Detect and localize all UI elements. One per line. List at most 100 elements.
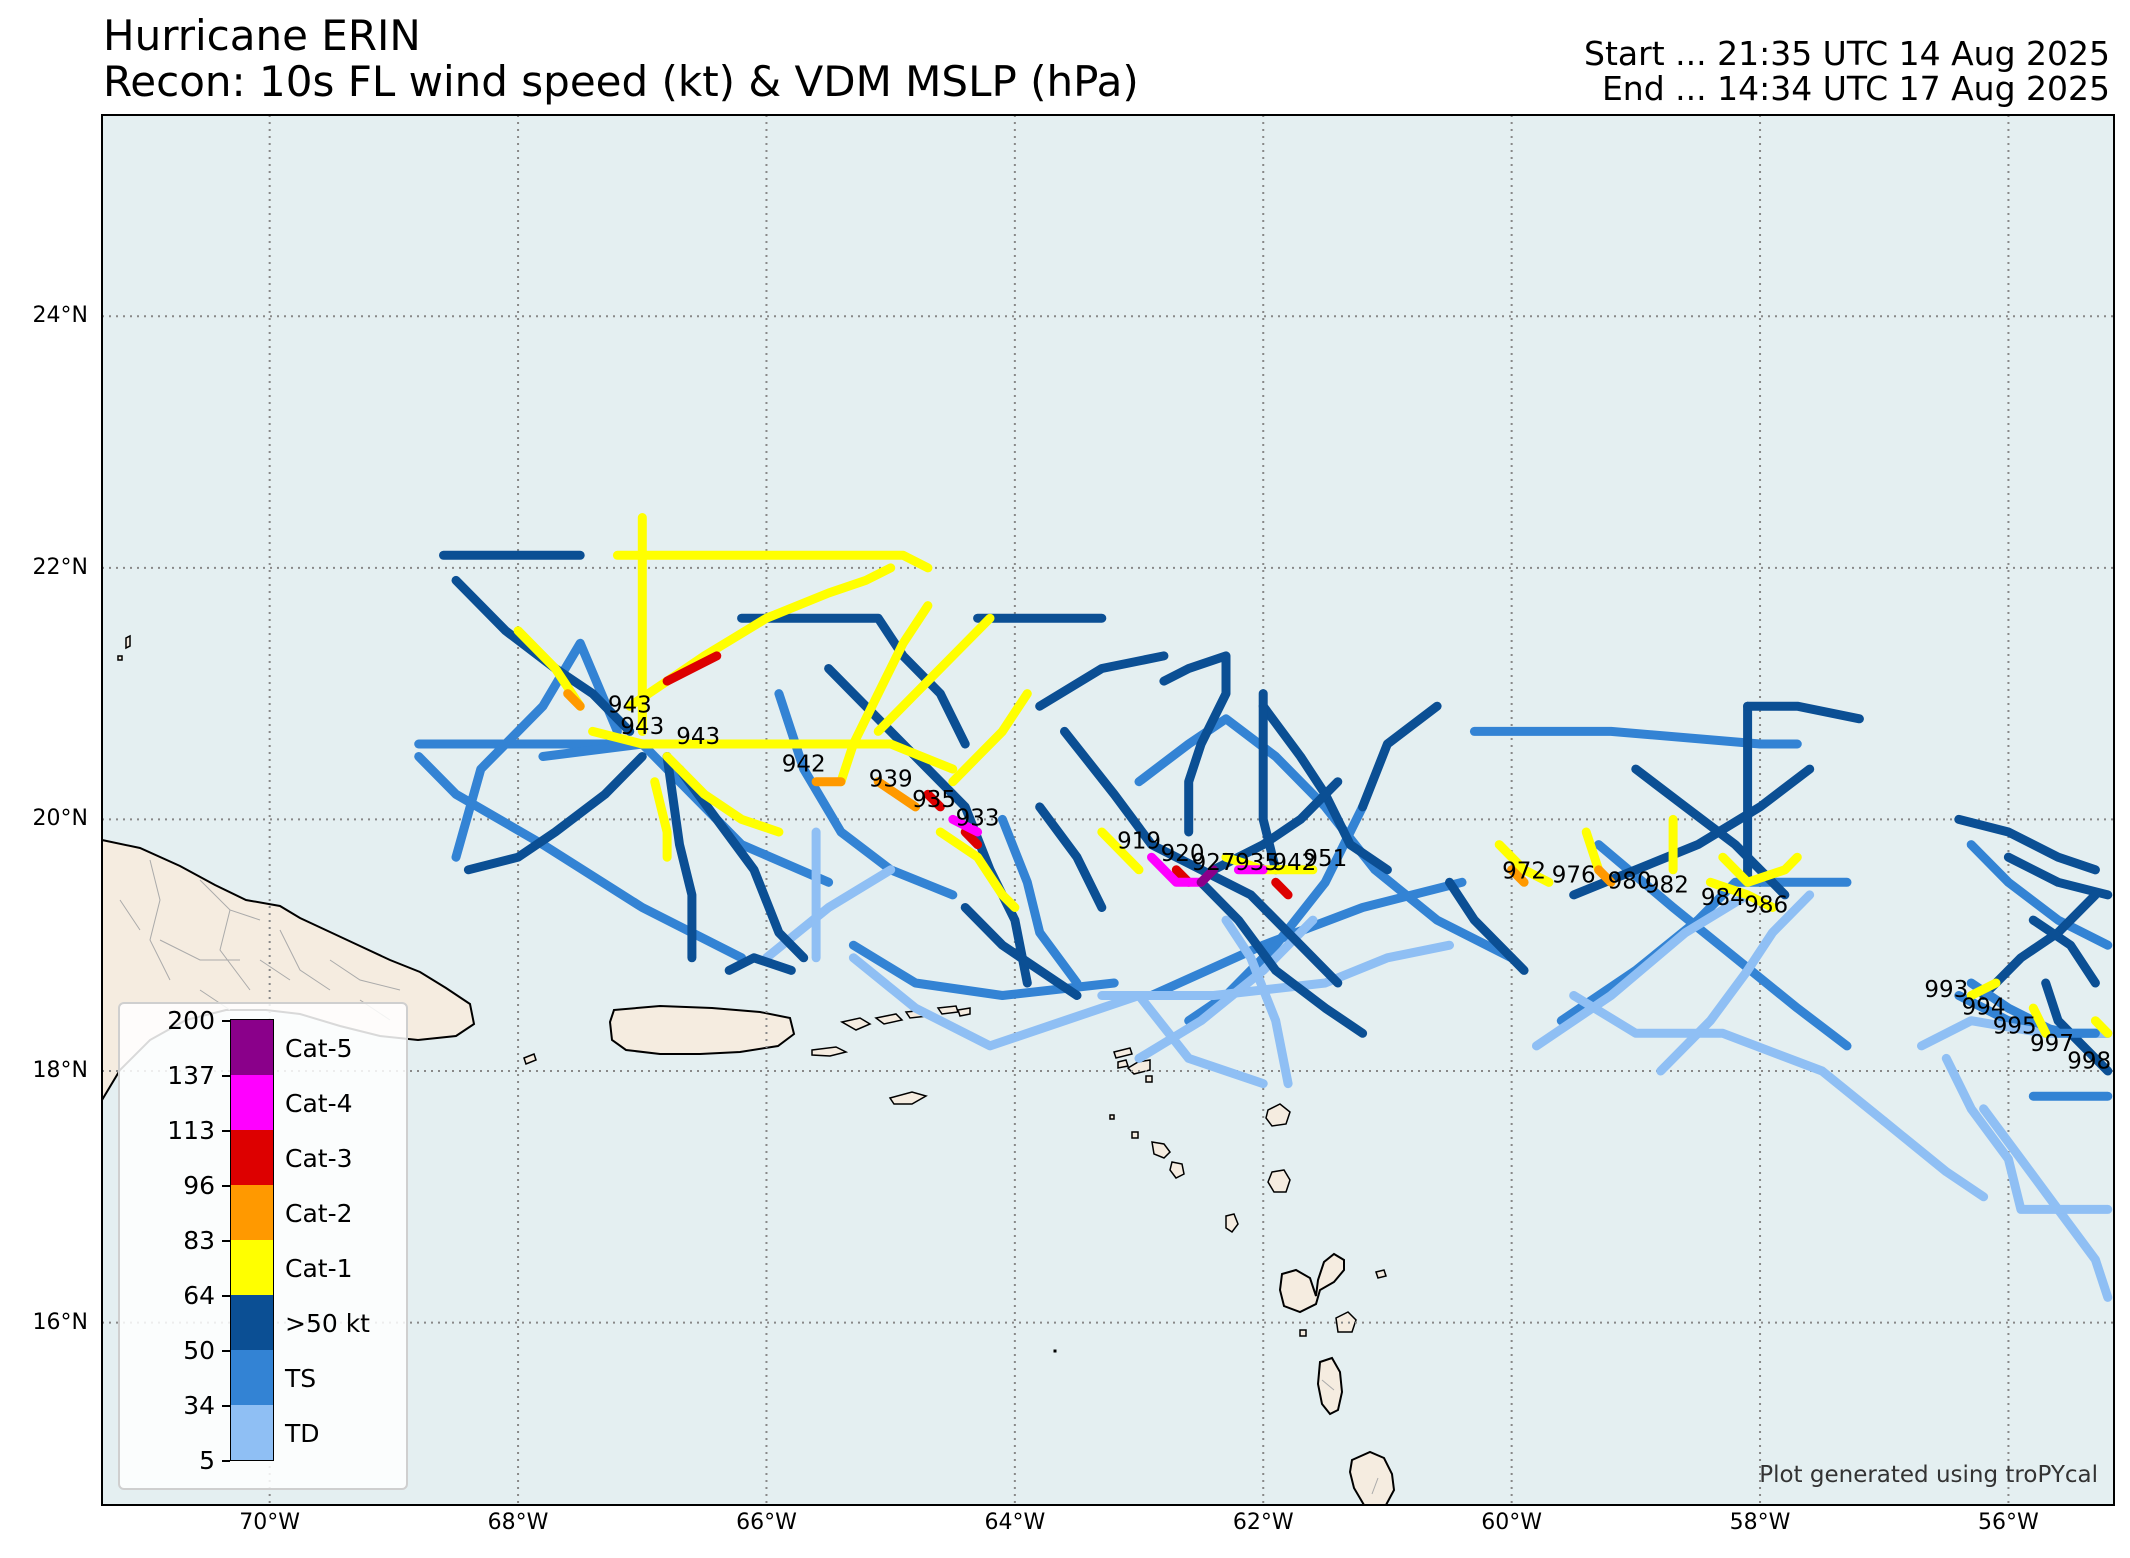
colorbar-category-label: TD <box>285 1419 320 1448</box>
guadeloupe <box>1278 1252 1345 1314</box>
mslp-label: 980 <box>1608 869 1652 895</box>
track-segment <box>662 752 697 963</box>
mslp-label: 972 <box>1502 859 1546 885</box>
track-segment <box>1581 827 1604 875</box>
les-saintes <box>1299 1269 1387 1337</box>
track-segment <box>960 827 983 850</box>
lon-tick-label: 68°W <box>487 1510 549 1535</box>
colorbar-bound-label: 113 <box>167 1116 215 1145</box>
track-segment <box>948 814 983 837</box>
hispaniola-borders <box>119 859 401 1021</box>
mslp-label: 939 <box>869 767 913 793</box>
colorbar-category-label: TS <box>285 1364 317 1393</box>
montserrat <box>1225 1213 1239 1234</box>
track-segment <box>451 638 622 862</box>
guadeloupe-border <box>1321 1379 1379 1495</box>
track-segment <box>1134 915 1318 1063</box>
colorbar-frame <box>230 1019 274 1461</box>
track-segment <box>948 689 1032 787</box>
map-frame <box>101 114 2115 1506</box>
mslp-label: 942 <box>782 752 826 778</box>
mslp-label: 982 <box>1645 872 1689 898</box>
ocean <box>102 115 2114 1505</box>
track-segment <box>1196 865 1219 887</box>
track-segment <box>1532 890 1753 1051</box>
map-title: Hurricane ERIN <box>103 11 421 60</box>
colorbar-bound-label: 83 <box>183 1226 215 1255</box>
st-barts-saba <box>1109 1075 1153 1139</box>
recon-tracks <box>414 513 2113 1302</box>
mslp-label: 935 <box>912 787 956 813</box>
lat-tick-label: 18°N <box>32 1058 88 1084</box>
colorbar-tick <box>222 1460 230 1462</box>
aves-island <box>1053 1349 1057 1353</box>
colorbar-swatch <box>231 1295 273 1350</box>
mslp-label: 920 <box>1161 841 1205 867</box>
track-segment <box>1954 814 2100 875</box>
mslp-label: 986 <box>1744 893 1788 919</box>
lon-tick-label: 62°W <box>1232 1510 1294 1535</box>
mslp-label: 933 <box>956 806 1000 832</box>
track-segment <box>873 613 995 736</box>
track-segment <box>1035 802 1107 912</box>
track-segment <box>1358 701 1442 812</box>
track-segment <box>1879 1116 1989 1202</box>
track-segment <box>1221 915 1293 1089</box>
track-segment <box>463 752 647 875</box>
track-segment <box>1258 689 1281 875</box>
colorbar-swatch <box>231 1240 273 1295</box>
track-segment <box>2028 915 2100 988</box>
track-segment <box>1445 877 1529 975</box>
track-segment <box>848 940 1119 1000</box>
track-segment <box>1966 840 2113 950</box>
mslp-label: 976 <box>1552 862 1596 888</box>
colorbar-swatch <box>231 1185 273 1240</box>
st-kitts-nevis <box>1151 1141 1185 1179</box>
lat-tick-label: 24°N <box>32 303 88 329</box>
track-segment <box>662 651 722 686</box>
mslp-label: 995 <box>1993 1013 2037 1039</box>
lon-tick-label: 58°W <box>1729 1510 1791 1535</box>
colorbar-category-label: Cat-2 <box>285 1199 353 1228</box>
anguilla-st-martin <box>1113 1047 1151 1075</box>
colorbar-category-label: >50 kt <box>285 1309 370 1338</box>
track-segment <box>612 550 933 573</box>
end-time: End ... 14:34 UTC 17 Aug 2025 <box>1601 69 2110 108</box>
track-segment <box>997 814 1082 988</box>
lat-tick-label: 22°N <box>32 554 88 580</box>
track-segment <box>1966 978 2100 1038</box>
track-segment <box>2028 1003 2051 1038</box>
track-segment <box>1097 827 1144 875</box>
puerto-rico <box>608 1004 796 1055</box>
track-segment <box>1743 701 1864 724</box>
track-segment <box>563 689 585 711</box>
mslp-label: 984 <box>1701 885 1745 911</box>
mslp-label: 919 <box>1117 828 1161 854</box>
track-segment <box>737 613 970 749</box>
track-segment <box>588 726 958 774</box>
track-segment <box>1594 865 1616 887</box>
colorbar-tick <box>222 1240 230 1242</box>
martinique <box>1348 1450 1396 1506</box>
colorbar-category-label: Cat-4 <box>285 1089 353 1118</box>
lon-tick-label: 64°W <box>984 1510 1046 1535</box>
track-segment <box>1718 852 1802 887</box>
mslp-label: 935 <box>1235 850 1279 876</box>
colorbar-swatch <box>231 1405 273 1460</box>
track-segment <box>1941 1053 2113 1214</box>
vieques <box>811 1046 849 1057</box>
colorbar-bound-label: 34 <box>183 1391 215 1420</box>
mslp-label: 942 <box>1272 850 1316 876</box>
mslp-label: 998 <box>2067 1049 2111 1075</box>
colorbar-tick <box>222 1075 230 1077</box>
mslp-label: 997 <box>2030 1031 2074 1057</box>
colorbar-bound-label: 137 <box>167 1061 215 1090</box>
dominica <box>1316 1356 1344 1416</box>
colorbar-bound-label: 50 <box>183 1336 215 1365</box>
track-segment <box>1271 877 1293 900</box>
colorbar-category-label: Cat-3 <box>285 1144 353 1173</box>
track-segment <box>935 827 1020 912</box>
track-segment <box>2090 1016 2113 1038</box>
track-segment <box>1507 865 1529 887</box>
